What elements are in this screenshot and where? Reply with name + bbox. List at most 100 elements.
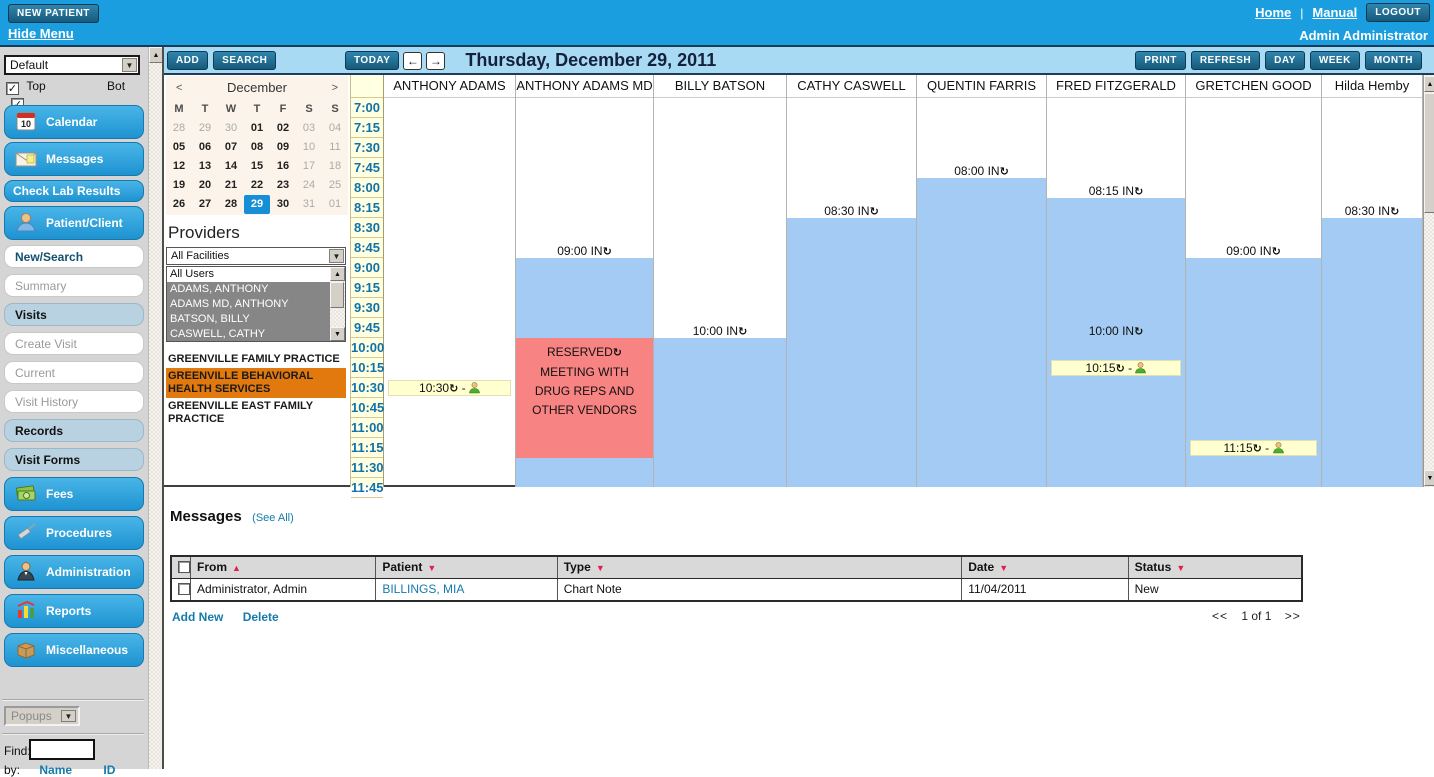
add-appointment-button[interactable]: ADD xyxy=(167,51,209,70)
sidebar-button-summary[interactable]: Summary xyxy=(4,274,144,297)
messages-header-type[interactable]: Type ▼ xyxy=(558,557,963,578)
pager-next[interactable]: >> xyxy=(1284,609,1301,623)
provider-list-option[interactable]: CASWELL, CATHY xyxy=(167,327,331,341)
provider-day-grid[interactable]: 09:00 IN↻ RESERVED↻ MEETING WITH DRUG REP… xyxy=(516,98,653,487)
sidebar-button-visit-forms[interactable]: Visit Forms xyxy=(4,448,144,471)
messages-header-from[interactable]: From ▲ xyxy=(191,557,377,578)
sidebar-button-visits[interactable]: Visits xyxy=(4,303,144,326)
mini-calendar-day[interactable]: 01 xyxy=(328,198,342,210)
provider-list-option[interactable]: ADAMS, ANTHONY xyxy=(167,282,331,297)
mini-calendar-day[interactable]: 28 xyxy=(224,198,238,210)
next-day-button[interactable]: → xyxy=(426,51,446,70)
appointment-time-label[interactable]: 08:00 IN↻ xyxy=(954,164,1009,178)
message-delete-link[interactable]: Delete xyxy=(242,610,279,624)
appointment-time-label[interactable]: 09:00 IN↻ xyxy=(1226,244,1281,258)
home-link[interactable]: Home xyxy=(1255,5,1292,20)
appointment-time-label[interactable]: 08:30 IN↻ xyxy=(824,204,879,218)
appointment-time-label[interactable]: 10:00 IN↻ xyxy=(692,324,748,338)
appointment-note[interactable]: 10:30↻ - xyxy=(388,380,511,396)
appointment-block[interactable] xyxy=(917,178,1046,487)
scroll-up-icon[interactable]: ▲ xyxy=(149,47,163,63)
scroll-up-icon[interactable]: ▲ xyxy=(1424,76,1434,92)
messages-see-all-link[interactable]: (See All) xyxy=(252,512,294,524)
sidebar-button-new-search[interactable]: New/Search xyxy=(4,245,144,268)
appointment-time-label[interactable]: 10:00 IN↻ xyxy=(1088,324,1144,338)
mini-calendar-day[interactable]: 13 xyxy=(198,160,212,172)
sidebar-button-administration[interactable]: Administration xyxy=(4,555,144,589)
sidebar-button-procedures[interactable]: Procedures xyxy=(4,516,144,550)
mini-calendar-day[interactable]: 02 xyxy=(276,122,290,134)
month-view-button[interactable]: MONTH xyxy=(1364,51,1422,70)
provider-day-grid[interactable]: 10:00 IN↻ xyxy=(654,98,786,487)
chevron-down-icon[interactable]: ▼ xyxy=(122,58,137,72)
day-view-button[interactable]: DAY xyxy=(1265,51,1305,70)
mini-calendar-next-icon[interactable]: > xyxy=(331,81,338,94)
facility-item[interactable]: GREENVILLE EAST FAMILY PRACTICE xyxy=(168,400,313,425)
mini-calendar-day[interactable]: 30 xyxy=(276,198,290,210)
by-id-link[interactable]: ID xyxy=(103,763,116,777)
sidebar-scrollbar[interactable]: ▲ xyxy=(148,47,163,769)
mini-calendar-day[interactable]: 06 xyxy=(198,141,212,153)
provider-list-option[interactable]: All Users xyxy=(170,268,215,280)
mini-calendar-day[interactable]: 14 xyxy=(224,160,238,172)
mini-calendar-day[interactable]: 05 xyxy=(172,141,186,153)
facility-item[interactable]: GREENVILLE BEHAVIORAL HEALTH SERVICES xyxy=(166,368,346,398)
print-button[interactable]: PRINT xyxy=(1135,51,1186,70)
previous-day-button[interactable]: ← xyxy=(403,51,423,70)
week-view-button[interactable]: WEEK xyxy=(1309,51,1360,70)
search-appointment-button[interactable]: SEARCH xyxy=(213,51,277,70)
scroll-up-icon[interactable]: ▲ xyxy=(330,267,345,281)
provider-day-grid[interactable]: 08:30 IN↻ xyxy=(787,98,916,487)
mini-calendar-day[interactable]: 20 xyxy=(198,179,212,191)
row-checkbox[interactable] xyxy=(178,583,190,595)
appointment-note[interactable]: 10:15↻ - xyxy=(1051,360,1181,376)
sidebar-button-calendar[interactable]: 10 Calendar xyxy=(4,105,144,139)
mini-calendar-day[interactable]: 31 xyxy=(302,198,316,210)
mini-calendar-day[interactable]: 11 xyxy=(329,141,341,153)
appointment-block[interactable] xyxy=(516,458,653,487)
mini-calendar-day[interactable]: 18 xyxy=(328,160,342,172)
mini-calendar-day[interactable]: 10 xyxy=(302,141,316,153)
find-input[interactable] xyxy=(29,739,95,760)
sidebar-button-fees[interactable]: Fees xyxy=(4,477,144,511)
chevron-down-icon[interactable]: ▼ xyxy=(329,249,344,263)
mini-calendar-day[interactable]: 07 xyxy=(224,141,238,153)
mini-calendar-day[interactable]: 19 xyxy=(172,179,186,191)
top-checkbox[interactable]: ✓ xyxy=(6,82,19,95)
appointment-block[interactable] xyxy=(516,258,653,338)
mini-calendar-day[interactable]: 25 xyxy=(328,179,342,191)
reserved-block[interactable]: RESERVED↻ MEETING WITH DRUG REPS AND OTH… xyxy=(516,338,653,458)
provider-list-option[interactable]: BATSON, BILLY xyxy=(167,312,331,327)
appointment-block[interactable] xyxy=(787,218,916,487)
scroll-down-icon[interactable]: ▼ xyxy=(1424,470,1434,486)
mini-calendar-day[interactable]: 17 xyxy=(302,160,316,172)
provider-day-grid[interactable]: 08:15 IN↻ 10:00 IN↻ 10:15↻ - xyxy=(1047,98,1185,487)
mini-calendar-day[interactable]: 24 xyxy=(302,179,316,191)
sidebar-button-messages[interactable]: Messages xyxy=(4,142,144,176)
messages-header-status[interactable]: Status ▼ xyxy=(1134,560,1186,574)
mini-calendar-day[interactable]: 04 xyxy=(328,122,342,134)
hide-menu-link[interactable]: Hide Menu xyxy=(8,26,74,41)
mini-calendar-day[interactable]: 28 xyxy=(172,122,186,134)
message-patient-link[interactable]: BILLINGS, MIA xyxy=(376,579,558,600)
new-patient-button[interactable]: NEW PATIENT xyxy=(8,4,99,23)
mini-calendar-day-selected[interactable]: 29 xyxy=(244,195,270,214)
mini-calendar-day[interactable]: 30 xyxy=(224,122,238,134)
mini-calendar-day[interactable]: 15 xyxy=(250,160,264,172)
provider-day-grid[interactable]: 10:30↻ - xyxy=(384,98,515,487)
schedule-scrollbar[interactable]: ▲ ▼ xyxy=(1423,75,1434,487)
appointment-block[interactable] xyxy=(1047,198,1185,487)
logout-button[interactable]: LOGOUT xyxy=(1366,3,1430,22)
sidebar-button-miscellaneous[interactable]: Miscellaneous xyxy=(4,633,144,667)
appointment-time-label[interactable]: 08:30 IN↻ xyxy=(1344,204,1400,218)
messages-header-patient[interactable]: Patient ▼ xyxy=(376,557,558,578)
mini-calendar-day[interactable]: 21 xyxy=(224,179,238,191)
appointment-note[interactable]: 11:15↻ - xyxy=(1190,440,1317,456)
mini-calendar-prev-icon[interactable]: < xyxy=(176,81,183,94)
mini-calendar-day[interactable]: 08 xyxy=(250,141,264,153)
mini-calendar-day[interactable]: 22 xyxy=(250,179,264,191)
today-button[interactable]: TODAY xyxy=(345,51,400,70)
mini-calendar-day[interactable]: 29 xyxy=(198,122,212,134)
scroll-down-icon[interactable]: ▼ xyxy=(330,327,345,341)
sidebar-button-patient-client[interactable]: Patient/Client xyxy=(4,206,144,240)
